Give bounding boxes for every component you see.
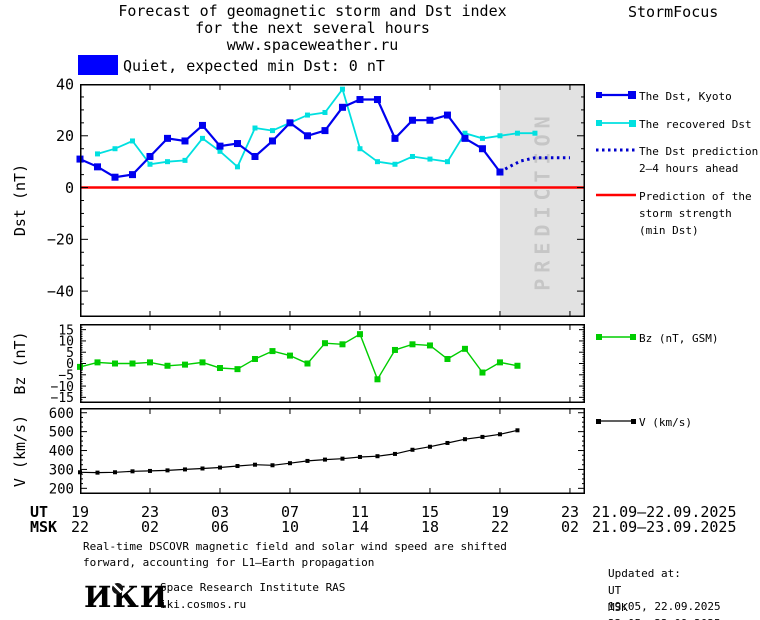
updated-ut-value: 19:05, 22.09.2025 [608, 600, 721, 613]
legend-item-dst-prediction: The Dst prediction 2–4 hours ahead [596, 143, 758, 177]
updated-ut-label: UT [608, 584, 622, 597]
svg-text:600: 600 [49, 406, 74, 422]
legend-item-bz: Bz (nT, GSM) [596, 330, 718, 347]
svg-text:−40: −40 [47, 283, 74, 301]
recovered-dst-line-icon [596, 120, 636, 127]
x-tick-label: 22 [70, 518, 90, 536]
legend-label-line2: storm strength [639, 207, 732, 220]
updated-ut-row: UT 19:05, 22.09.2025 [608, 583, 760, 615]
x-tick-label: 11 [350, 503, 370, 521]
bz-chart: 15 10 5 0 −5 −10 −15 [51, 323, 585, 406]
bz-line-icon [596, 334, 636, 340]
dst-chart: PREDICTION 40 20 0 −20 −40 [47, 75, 585, 317]
svg-text:200: 200 [49, 481, 74, 497]
storm-level-swatch [78, 55, 118, 75]
x-tick-label: 07 [280, 503, 300, 521]
site-url: iki.cosmos.ru [160, 598, 247, 611]
page-title: Forecast of geomagnetic storm and Dst in… [80, 3, 545, 54]
svg-text:−10: −10 [51, 380, 74, 395]
svg-text:5: 5 [66, 346, 74, 361]
footnote-line-1: Real-time DSCOVR magnetic field and sola… [83, 540, 507, 553]
svg-text:500: 500 [49, 425, 74, 441]
legend-label: V (km/s) [639, 416, 692, 429]
title-line-3-url: www.spaceweather.ru [226, 36, 399, 54]
legend-label: The Dst, Kyoto [639, 90, 732, 103]
storm-level-label: Quiet, expected min Dst: 0 nT [123, 57, 385, 75]
legend-label: Bz (nT, GSM) [639, 332, 719, 345]
v-chart-svg: 600 500 400 300 200 [49, 406, 585, 497]
svg-text:−20: −20 [47, 231, 74, 249]
org-name: Space Research Institute RAS [160, 581, 346, 594]
x-tick-label: 10 [280, 518, 300, 536]
satellite-dish-icon [112, 583, 123, 594]
dst-prediction-dotted-line-icon [596, 148, 636, 152]
updated-msk-row: MSK 22:05, 22.09.2025 [608, 600, 760, 620]
msk-row-label: MSK [30, 518, 58, 536]
x-tick-label: 23 [560, 503, 580, 521]
svg-text:400: 400 [49, 444, 74, 460]
svg-text:PREDICTION: PREDICTION [530, 110, 554, 290]
svg-text:0: 0 [66, 357, 74, 372]
updated-msk-value: 22:05, 22.09.2025 [608, 616, 721, 620]
x-tick-label: 02 [140, 518, 160, 536]
iki-logo: ИКИ [84, 580, 169, 614]
legend-label: The recovered Dst [639, 118, 752, 131]
svg-text:−15: −15 [51, 391, 74, 406]
svg-text:20: 20 [56, 127, 74, 145]
v-chart: 600 500 400 300 200 [49, 406, 585, 497]
bz-axis-title: Bz (nT) [11, 331, 29, 395]
xaxis-ut-row: UT 19 23 03 07 11 15 19 23 21.09–22.09.2025 [0, 503, 760, 521]
v-axis-title: V (km/s) [11, 414, 29, 488]
v-line-icon [596, 419, 636, 424]
dst-axis-title: Dst (nT) [11, 163, 29, 237]
dst-chart-svg: PREDICTION 40 20 0 −20 −40 [47, 75, 585, 317]
title-line-2: for the next several hours [195, 19, 430, 37]
updated-at-label: Updated at: [608, 567, 681, 580]
ut-row-label: UT [30, 503, 49, 521]
svg-text:−5: −5 [58, 368, 74, 383]
x-tick-label: 03 [210, 503, 230, 521]
x-tick-label: 18 [420, 518, 440, 536]
footnote-line-2: forward, accounting for L1–Earth propaga… [83, 556, 375, 569]
x-tick-label: 22 [490, 518, 510, 536]
updated-msk-label: MSK [608, 601, 628, 614]
legend-label-line2: 2–4 hours ahead [639, 162, 739, 175]
legend-item-dst-kyoto: The Dst, Kyoto [596, 88, 732, 105]
x-tick-label: 02 [560, 518, 580, 536]
storm-strength-line-icon [596, 193, 636, 197]
xaxis-msk-row: MSK 22 02 06 10 14 18 22 02 21.09–23.09.2025 [0, 518, 760, 536]
legend-label: Prediction of the [639, 190, 752, 203]
legend-label-line3: (min Dst) [639, 224, 699, 237]
x-tick-label: 19 [70, 503, 90, 521]
svg-text:10: 10 [58, 335, 74, 350]
dst-kyoto-line-icon [596, 91, 636, 99]
brand-stormfocus: StormFocus [628, 3, 719, 21]
title-line-1: Forecast of geomagnetic storm and Dst in… [118, 2, 507, 20]
x-tick-label: 19 [490, 503, 510, 521]
x-tick-label: 23 [140, 503, 160, 521]
legend-label: The Dst prediction [639, 145, 759, 158]
ut-date-range: 21.09–22.09.2025 [592, 503, 737, 521]
svg-text:40: 40 [56, 75, 74, 93]
svg-text:300: 300 [49, 462, 74, 478]
msk-date-range: 21.09–23.09.2025 [592, 518, 737, 536]
legend-item-storm-strength: Prediction of the storm strength (min Ds… [596, 188, 752, 239]
x-tick-label: 06 [210, 518, 230, 536]
x-tick-label: 15 [420, 503, 440, 521]
x-tick-label: 14 [350, 518, 370, 536]
legend-item-v: V (km/s) [596, 414, 692, 431]
svg-text:0: 0 [65, 179, 74, 197]
legend-item-recovered-dst: The recovered Dst [596, 116, 752, 133]
svg-text:15: 15 [58, 323, 74, 338]
